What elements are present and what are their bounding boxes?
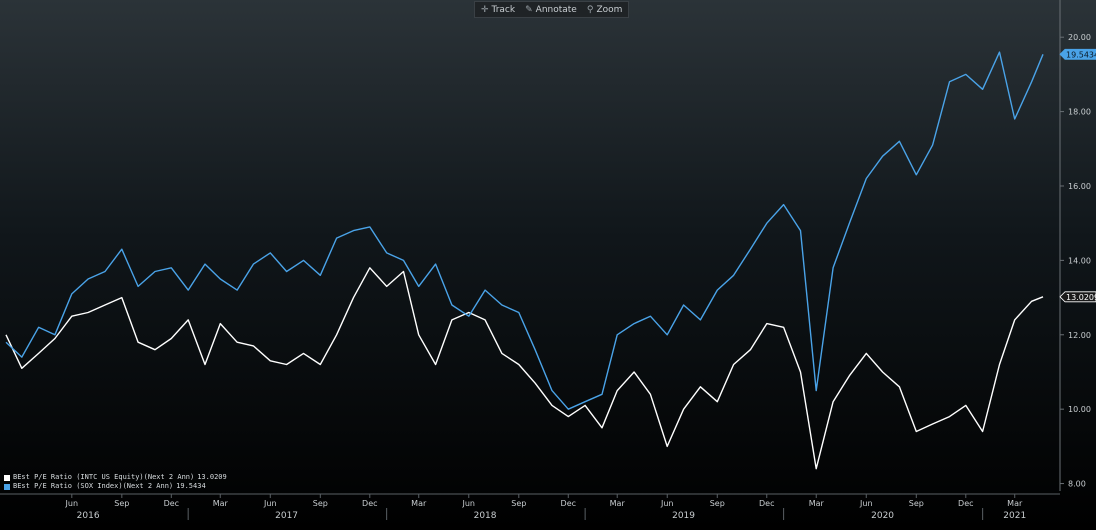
year-label: 2016 [77,511,100,521]
year-label: 2017 [275,511,298,521]
legend-item-sox: BEst P/E Ratio (SOX Index)(Next 2 Ann) 1… [4,482,227,491]
legend-value-intc: 13.0209 [197,473,227,481]
x-tick-label: Sep [511,499,526,508]
series-line-sox [5,51,1044,410]
y-tick-label: 20.00 [1068,33,1091,42]
legend-swatch-intc [4,474,10,481]
zoom-button[interactable]: ⚲ Zoom [587,5,623,15]
annotate-button[interactable]: ✎ Annotate [525,5,577,15]
last-value-tag [1059,48,1096,60]
legend-item-intc: BEst P/E Ratio (INTC US Equity)(Next 2 A… [4,473,227,482]
axis-layer [0,0,1064,520]
crosshair-icon: ✛ [481,4,489,15]
x-tick-label: Jun [263,499,277,508]
year-label: 2018 [474,511,497,521]
zoom-label: Zoom [596,4,623,15]
x-tick-label: Mar [411,499,427,508]
track-button[interactable]: ✛ Track [481,5,515,15]
x-tick-label: Sep [710,499,725,508]
x-tick-label: Dec [561,499,576,508]
y-tick-label: 14.00 [1068,256,1091,265]
y-tick-label: 10.00 [1068,405,1091,414]
pencil-icon: ✎ [525,4,533,15]
series-line-intc [5,267,1044,470]
legend-swatch-sox [4,483,10,490]
last-value-label: 19.5434 [1066,50,1096,59]
x-tick-label: Dec [759,499,774,508]
last-value-tag [1059,291,1096,303]
x-tick-label: Jun [462,499,476,508]
x-tick-label: Mar [809,499,825,508]
y-tick-label: 16.00 [1068,182,1091,191]
x-tick-label: Mar [610,499,626,508]
y-tick-label: 12.00 [1068,331,1091,340]
legend-value-sox: 19.5434 [176,482,206,490]
label-layer: 20.00 18.00 16.00 14.00 12.00 10.00 8.00 Jun Sep… [65,33,1096,521]
x-tick-label: Jun [859,499,873,508]
x-tick-label: Dec [362,499,377,508]
x-tick-label: Mar [1007,499,1023,508]
x-tick-label: Sep [313,499,328,508]
legend-label-intc: BEst P/E Ratio (INTC US Equity)(Next 2 A… [13,473,195,481]
chart-legend: BEst P/E Ratio (INTC US Equity)(Next 2 A… [4,473,227,491]
search-icon: ⚲ [586,4,594,15]
x-tick-label: Jun [660,499,674,508]
legend-label-sox: BEst P/E Ratio (SOX Index)(Next 2 Ann) [13,482,174,490]
x-tick-label: Mar [213,499,229,508]
annotate-label: Annotate [535,4,577,15]
x-tick-label: Sep [114,499,129,508]
year-label: 2021 [1003,511,1026,521]
y-tick-label: 8.00 [1068,480,1086,489]
x-tick-label: Dec [958,499,973,508]
x-tick-label: Dec [164,499,179,508]
x-tick-label: Jun [65,499,79,508]
last-value-label: 13.0209 [1066,293,1096,302]
x-tick-label: Sep [909,499,924,508]
chart-toolbar: ✛ Track ✎ Annotate ⚲ Zoom [474,1,630,18]
year-label: 2020 [871,511,894,521]
y-tick-label: 18.00 [1068,108,1091,117]
track-label: Track [491,4,516,15]
series-layer [5,51,1044,470]
year-label: 2019 [672,511,695,521]
